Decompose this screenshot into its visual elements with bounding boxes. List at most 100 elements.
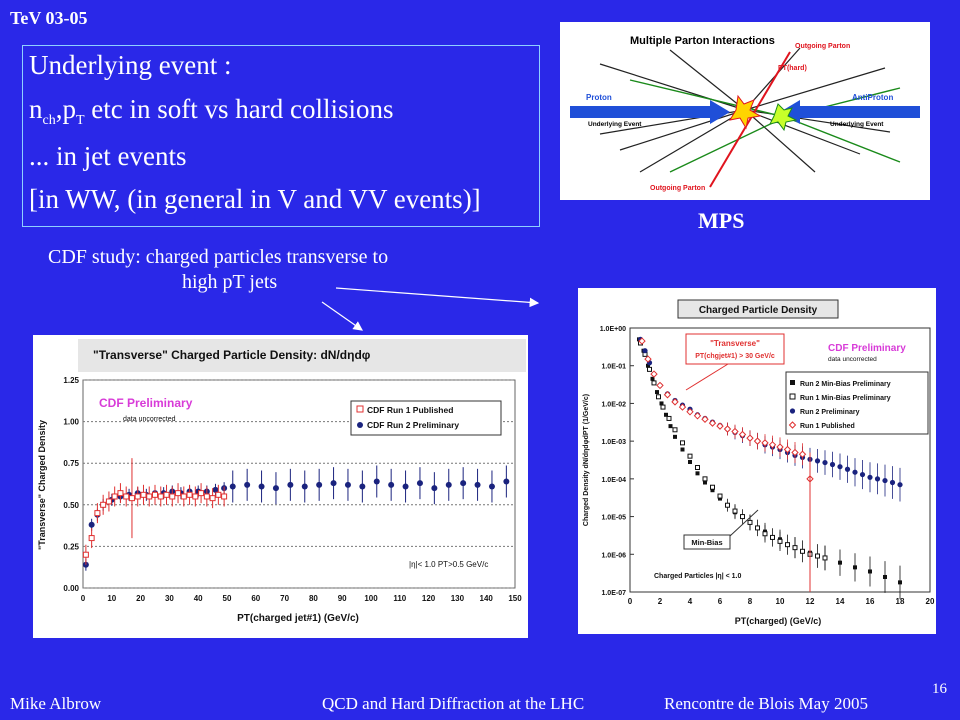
- charged-density-chart: Charged Particle Density 1.0E-07 1.0E-06 1…: [578, 288, 936, 634]
- charged-density-svg: Charged Particle Density 1.0E-071.0E-061…: [583, 299, 935, 626]
- right-run2mb-point: [868, 569, 872, 574]
- left-run1-point: [134, 493, 141, 500]
- right-ytick: 1.0E-02: [601, 401, 626, 408]
- left-run2-point: [388, 481, 395, 488]
- right-run2-point: [859, 471, 866, 478]
- right-legend-label: Run 2 Min-Bias Preliminary: [800, 381, 891, 388]
- right-legend: [785, 371, 929, 435]
- collision-burst-1: [728, 94, 762, 130]
- left-xtick: 70: [280, 594, 289, 603]
- right-run1mb-point: [647, 366, 652, 372]
- right-run1-point: [663, 391, 672, 399]
- right-run1mb-point: [770, 534, 775, 540]
- left-run2-point: [402, 483, 409, 490]
- mps-proton: Proton: [586, 93, 612, 102]
- left-run2-point: [373, 478, 380, 485]
- left-run2-point: [416, 480, 423, 487]
- right-run1-point: [761, 439, 769, 447]
- left-run1-point: [180, 493, 187, 500]
- left-run1-point: [105, 498, 112, 505]
- left-title-bg: [78, 339, 526, 372]
- right-marks: [637, 336, 903, 600]
- left-run1-point: [192, 493, 199, 500]
- left-run1-point: [175, 490, 182, 497]
- right-run2mb-point: [659, 401, 664, 406]
- mps-antiproton: AntiProton: [852, 93, 893, 102]
- right-legend-label: Run 2 Preliminary: [800, 409, 860, 416]
- left-run2-point: [287, 481, 294, 488]
- right-ytick: 1.0E+00: [600, 326, 626, 333]
- right-annotation-jet-cut: PT(chgjet#1) > 30 GeV/c: [695, 353, 775, 360]
- right-xtick: 4: [688, 597, 693, 606]
- right-run1mb-point: [680, 440, 685, 446]
- right-legend-marker: [789, 408, 796, 414]
- right-run1-point: [644, 355, 652, 363]
- right-ytick: 1.0E-01: [601, 364, 626, 371]
- right-xtick: 8: [748, 597, 753, 606]
- left-xtick: 0: [81, 594, 86, 603]
- right-run1mb-point: [656, 394, 661, 400]
- left-ytick: 1.00: [63, 418, 79, 427]
- left-xtick: 20: [136, 594, 145, 603]
- antiproton-arrow: [780, 100, 920, 124]
- left-legend: [350, 400, 502, 436]
- right-run1mb-point: [666, 415, 672, 421]
- right-run1-point: [638, 337, 646, 345]
- right-run2mb-point: [668, 424, 673, 429]
- bullet-line-2-text: etc in soft vs hard collisions: [91, 94, 394, 124]
- left-run1-point: [123, 493, 130, 500]
- mps-outgoing-top: Outgoing Parton: [795, 43, 850, 50]
- mps-diagram: Multiple Parton Interactions Outgoing Pa…: [560, 22, 930, 200]
- left-run2-point: [229, 483, 236, 490]
- left-run1-point: [146, 493, 153, 500]
- minbias-pointer: [729, 509, 759, 537]
- right-xtick: 16: [866, 597, 875, 606]
- right-annotation-prelim: CDF Preliminary: [828, 343, 906, 354]
- nch-symbol: n: [29, 94, 43, 124]
- right-run1mb-point: [800, 548, 805, 554]
- left-xtick: 130: [451, 594, 465, 603]
- right-run1-point: [678, 403, 687, 411]
- right-legend-marker: [788, 421, 797, 429]
- left-xtick: 30: [165, 594, 174, 603]
- right-legend-marker: [790, 380, 795, 385]
- mps-ue-left: Underlying Event: [588, 121, 642, 128]
- right-run2mb-point: [695, 471, 700, 476]
- cdf-caption: CDF study: charged particles transverse …: [48, 245, 388, 295]
- right-run1-point: [650, 370, 658, 378]
- right-run2-point: [822, 459, 828, 466]
- left-run2-point: [88, 521, 95, 528]
- left-run1-point: [94, 510, 101, 517]
- left-run2-point: [359, 483, 366, 490]
- right-run1mb-point: [822, 555, 828, 561]
- right-run1mb-point: [672, 427, 678, 433]
- left-xtick: 100: [364, 594, 378, 603]
- bullet-line-3: ... in jet events: [29, 141, 187, 171]
- right-annotation-transverse: "Transverse": [710, 339, 760, 348]
- right-run2mb-point: [673, 434, 677, 439]
- left-ytick: 0.00: [63, 584, 79, 593]
- left-run1-point: [128, 495, 135, 502]
- left-run1-point: [169, 493, 176, 500]
- caption-line-1: CDF study: charged particles transverse …: [48, 246, 389, 268]
- transverse-density-svg: "Transverse" Charged Particle Density: d…: [37, 339, 526, 624]
- pt-subscript: T: [75, 113, 85, 128]
- right-run1mb-point: [651, 380, 657, 386]
- bullet-line-4: [in WW, (in general in V and VV events)]: [29, 184, 481, 214]
- mps-outgoing-bottom: Outgoing Parton: [650, 185, 705, 192]
- left-run1-point: [209, 495, 216, 502]
- right-xtick: 20: [926, 597, 935, 606]
- left-run2-point: [272, 485, 279, 492]
- right-run2mb-point: [898, 580, 902, 585]
- right-run2mb-point: [718, 496, 722, 501]
- left-ytick: 0.25: [63, 542, 79, 551]
- right-run2-point: [897, 482, 903, 488]
- right-run1-point: [731, 427, 739, 436]
- right-ytick: 1.0E-07: [601, 590, 626, 597]
- right-ytick: 1.0E-06: [601, 552, 626, 559]
- mps-pt-hard: PT(hard): [778, 65, 807, 72]
- right-run2mb-point: [838, 560, 842, 565]
- footer-author: Mike Albrow: [10, 694, 102, 713]
- right-run1-point: [701, 415, 709, 423]
- right-run1-point: [791, 448, 799, 457]
